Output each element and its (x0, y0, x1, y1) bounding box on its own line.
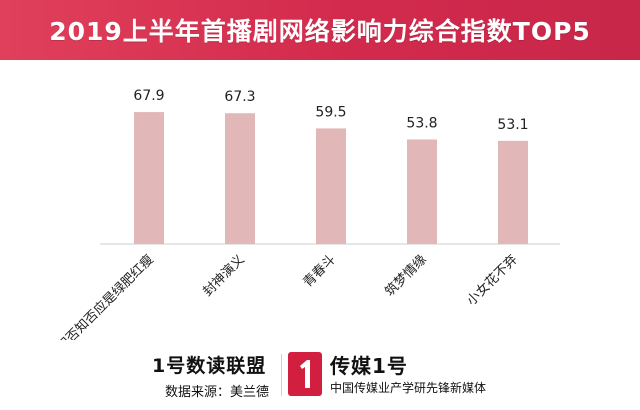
brand-slogan: 中国传媒业产学研先锋新媒体 (330, 381, 487, 395)
x-tick-label: 知否知否应是绿肥红瘦 (54, 252, 157, 340)
x-tick-label: 青春斗 (301, 252, 339, 290)
bar-chart: 67.9 知否知否应是绿肥红瘦 67.3 封神演义 59.5 青春斗 53.8 筑梦情缘 53.… (54, 88, 560, 340)
brand-left: 1号数读联盟 (152, 355, 267, 377)
bar (316, 128, 346, 244)
chart-title: 2019上半年首播剧网络影响力综合指数TOP5 (49, 17, 591, 46)
x-tick-label: 小女花不弃 (464, 252, 521, 309)
bar (498, 140, 528, 244)
bar (134, 112, 164, 244)
x-tick-label: 筑梦情缘 (382, 252, 430, 300)
data-label: 67.9 (133, 88, 164, 104)
title-banner: 2019上半年首播剧网络影响力综合指数TOP5 (0, 0, 640, 60)
brand-right: 传媒1号 (330, 354, 408, 378)
data-source: 数据来源：美兰德 (165, 385, 270, 400)
data-label: 53.8 (406, 115, 437, 131)
bar (407, 139, 437, 244)
chuanmei-logo-icon (288, 352, 322, 396)
data-label: 59.5 (315, 104, 346, 120)
footer: 1号数读联盟 数据来源：美兰德 传媒1号 中国传媒业产学研先锋新媒体 (0, 340, 640, 410)
footer-divider (281, 354, 282, 396)
x-tick-label: 封神演义 (200, 252, 248, 300)
logo-one-glyph-icon (300, 360, 310, 388)
data-label: 53.1 (497, 117, 528, 133)
data-label: 67.3 (224, 89, 255, 105)
bar (225, 113, 255, 244)
